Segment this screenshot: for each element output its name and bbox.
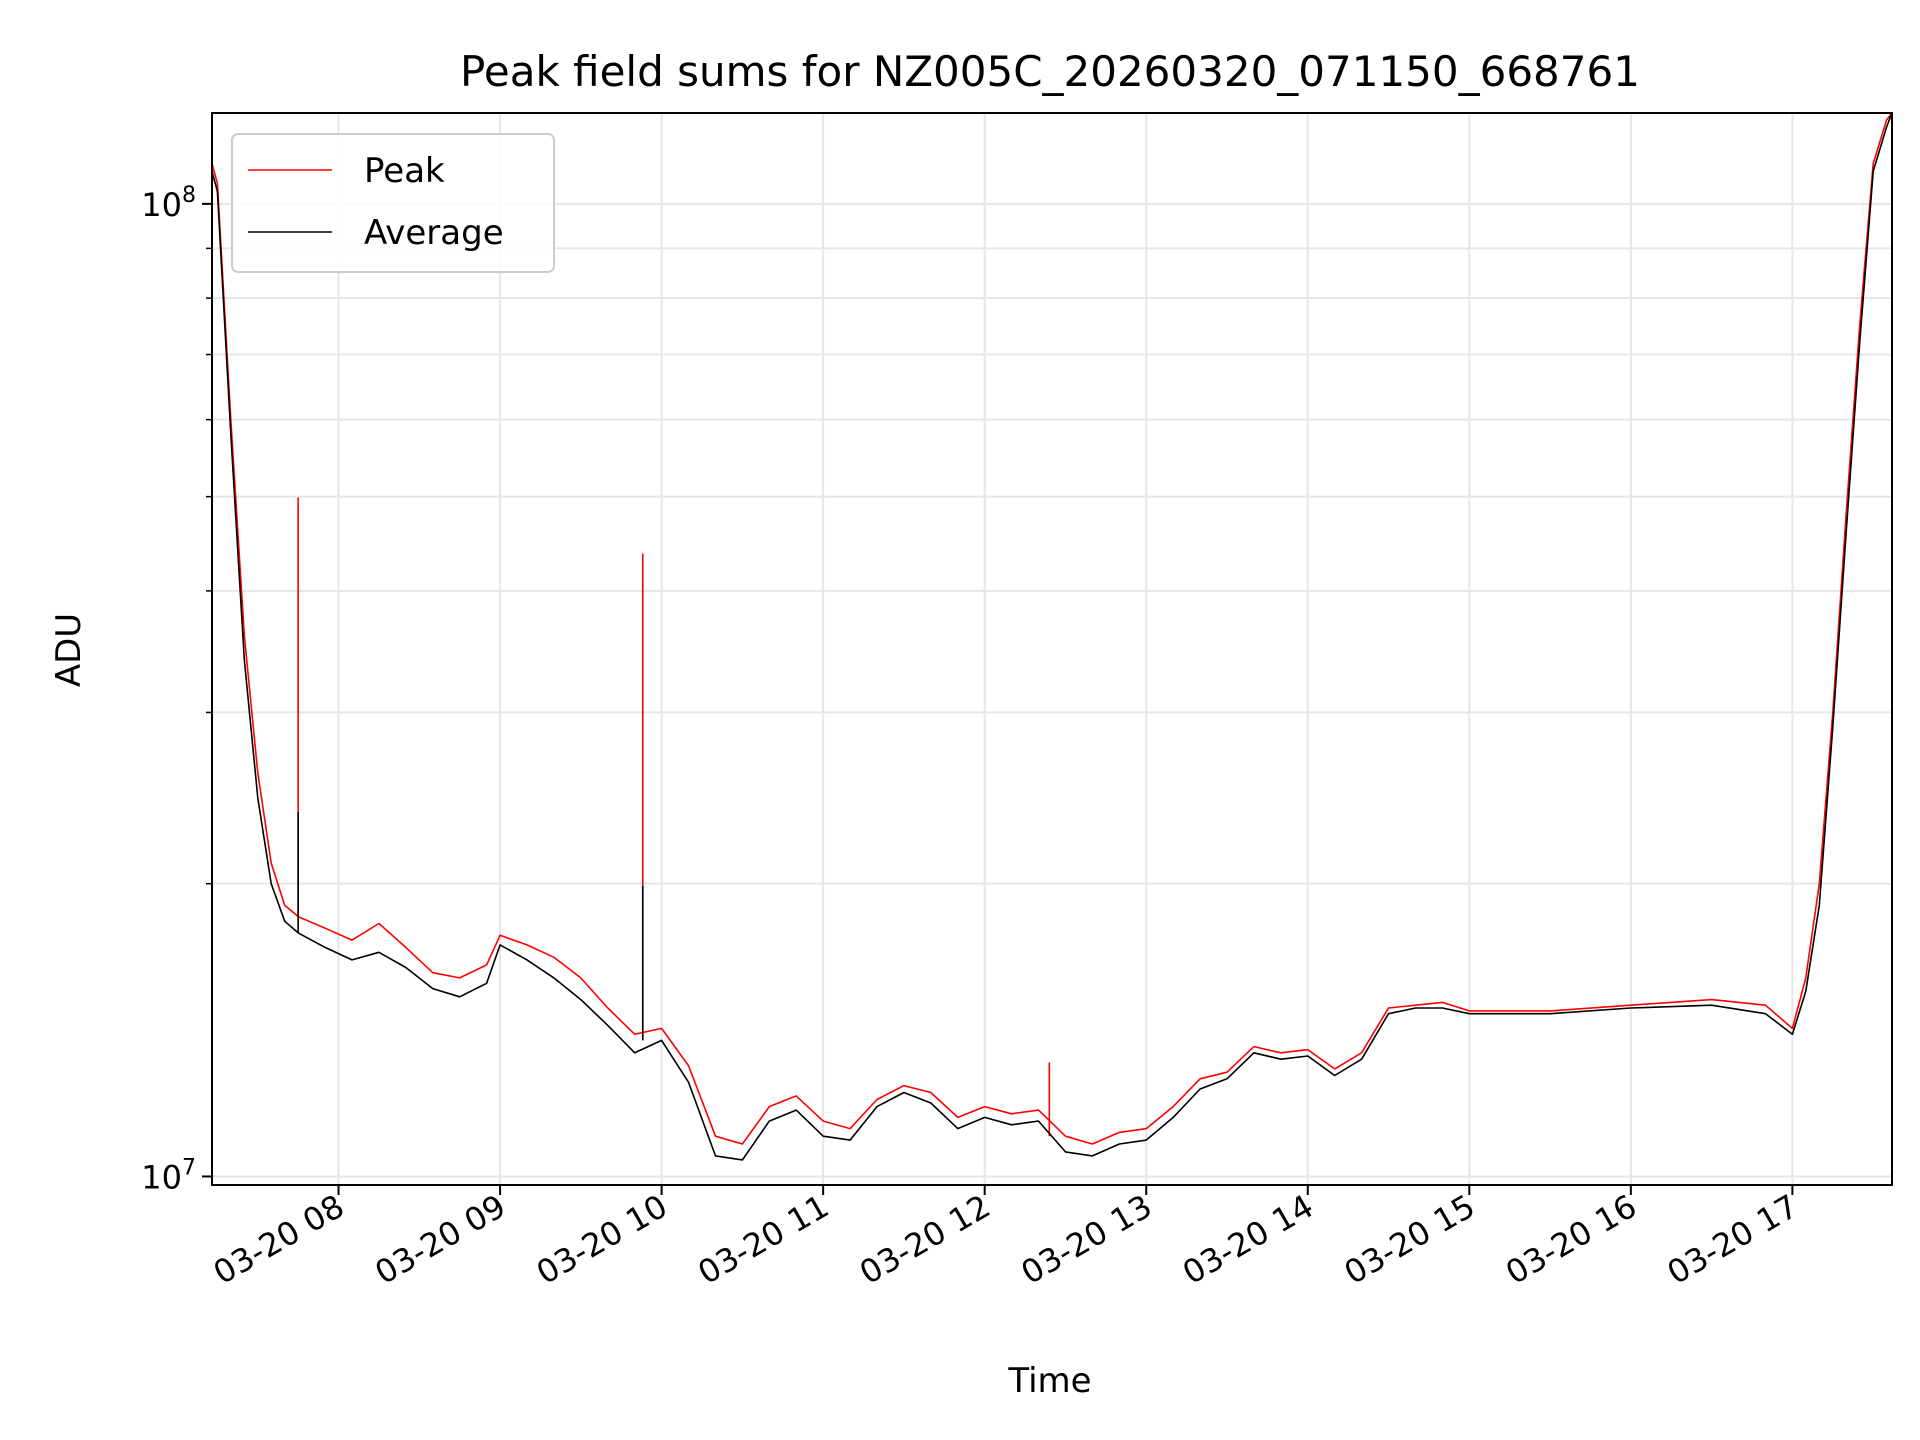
x-tick-label: 03-20 13 [1015,1187,1159,1292]
x-tick-label: 03-20 10 [530,1187,674,1292]
grid [212,113,1892,1185]
y-tick-label: 107 [141,1155,196,1196]
legend-box [231,133,555,273]
x-tick-label: 03-20 16 [1499,1187,1643,1292]
chart-title: Peak field sums for NZ005C_20260320_0711… [460,47,1640,96]
legend-label-average: Average [364,213,504,253]
series-line-peak [211,112,1893,1145]
series-line-average [211,112,1893,1161]
x-tick-label: 03-20 09 [368,1187,512,1292]
x-tick-label: 03-20 11 [692,1187,836,1292]
legend: Peak Average [231,133,555,273]
y-axis-label: ADU [49,613,89,687]
plot-area [211,112,1893,1161]
x-tick-label: 03-20 12 [853,1187,997,1292]
x-tick-label: 03-20 15 [1338,1187,1482,1292]
x-axis: 03-20 08 03-20 09 03-20 10 03-20 11 03-20 12… [207,1185,1804,1292]
plot-frame [211,112,1893,1186]
y-tick-label: 108 [141,183,196,224]
x-axis-label: Time [1007,1361,1091,1401]
legend-label-peak: Peak [364,151,445,191]
x-tick-label: 03-20 08 [207,1187,351,1292]
x-tick-label: 03-20 14 [1176,1187,1320,1292]
y-axis: 107 108 [141,183,212,1196]
x-tick-label: 03-20 17 [1661,1187,1805,1292]
